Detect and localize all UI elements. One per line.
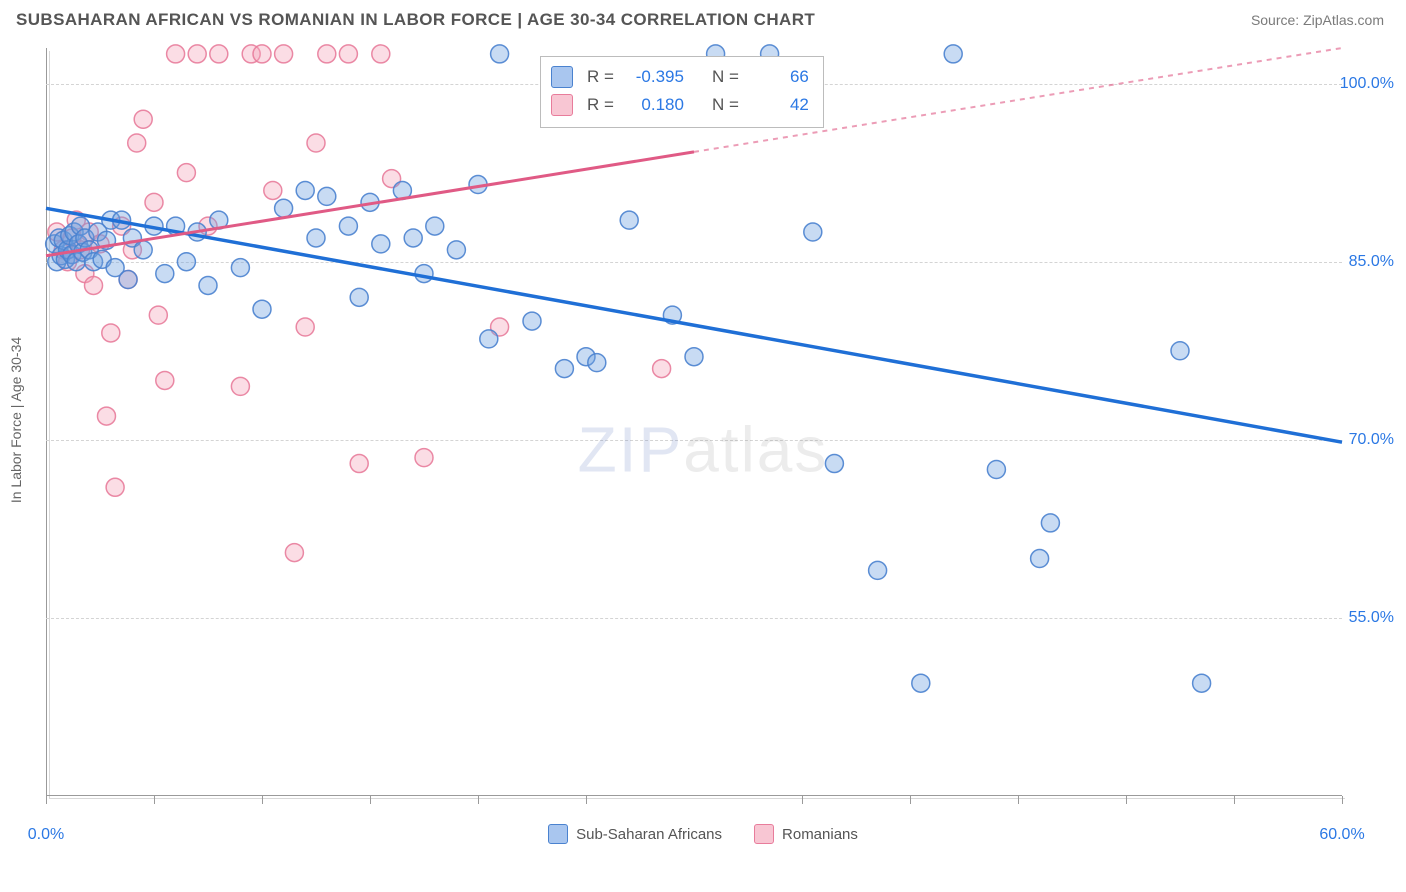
data-point-ssa: [685, 348, 703, 366]
r-label: R =: [587, 63, 614, 91]
data-point-ssa: [987, 460, 1005, 478]
data-point-ssa: [339, 217, 357, 235]
data-point-rom: [350, 455, 368, 473]
chart-header: SUBSAHARAN AFRICAN VS ROMANIAN IN LABOR …: [0, 0, 1406, 36]
y-tick-label: 70.0%: [1349, 431, 1394, 449]
data-point-rom: [145, 193, 163, 211]
data-point-rom: [156, 371, 174, 389]
scatter-plot: [46, 48, 1342, 796]
data-point-ssa: [253, 300, 271, 318]
data-point-rom: [264, 181, 282, 199]
regression-line-ssa: [46, 208, 1342, 442]
data-point-rom: [149, 306, 167, 324]
data-point-ssa: [944, 45, 962, 63]
n-value-ssa: 66: [749, 63, 809, 91]
data-point-ssa: [1171, 342, 1189, 360]
y-tick-label: 100.0%: [1340, 75, 1394, 93]
n-label: N =: [712, 63, 739, 91]
r-value-ssa: -0.395: [624, 63, 684, 91]
data-point-ssa: [491, 45, 509, 63]
data-point-rom: [318, 45, 336, 63]
r-label: R =: [587, 91, 614, 119]
legend-swatch-ssa: [551, 66, 573, 88]
data-point-ssa: [912, 674, 930, 692]
data-point-ssa: [404, 229, 422, 247]
data-point-ssa: [156, 265, 174, 283]
data-point-ssa: [318, 187, 336, 205]
data-point-rom: [231, 377, 249, 395]
data-point-rom: [339, 45, 357, 63]
data-point-ssa: [134, 241, 152, 259]
data-point-ssa: [296, 181, 314, 199]
legend-label: Sub-Saharan Africans: [576, 826, 722, 843]
data-point-rom: [128, 134, 146, 152]
data-point-rom: [134, 110, 152, 128]
data-point-ssa: [350, 288, 368, 306]
data-point-ssa: [415, 265, 433, 283]
n-label: N =: [712, 91, 739, 119]
data-point-rom: [296, 318, 314, 336]
data-point-rom: [307, 134, 325, 152]
data-point-ssa: [199, 276, 217, 294]
r-value-rom: 0.180: [624, 91, 684, 119]
data-point-ssa: [231, 259, 249, 277]
y-tick-label: 55.0%: [1349, 609, 1394, 627]
data-point-ssa: [275, 199, 293, 217]
data-point-ssa: [177, 253, 195, 271]
data-point-ssa: [1031, 550, 1049, 568]
legend-item-rom: Romanians: [754, 824, 858, 844]
correlation-legend: R = -0.395 N = 66 R = 0.180 N = 42: [540, 56, 824, 128]
data-point-rom: [106, 478, 124, 496]
data-point-ssa: [426, 217, 444, 235]
data-point-ssa: [523, 312, 541, 330]
legend-row-rom: R = 0.180 N = 42: [551, 91, 809, 119]
data-point-rom: [102, 324, 120, 342]
legend-swatch-icon: [548, 824, 568, 844]
n-value-rom: 42: [749, 91, 809, 119]
data-point-ssa: [307, 229, 325, 247]
regression-line-rom: [46, 152, 694, 256]
data-point-rom: [653, 360, 671, 378]
data-point-ssa: [588, 354, 606, 372]
data-point-rom: [85, 276, 103, 294]
data-point-ssa: [825, 455, 843, 473]
data-point-ssa: [555, 360, 573, 378]
data-point-rom: [188, 45, 206, 63]
legend-item-ssa: Sub-Saharan Africans: [548, 824, 722, 844]
legend-label: Romanians: [782, 826, 858, 843]
data-point-ssa: [1041, 514, 1059, 532]
y-axis-title: In Labor Force | Age 30-34: [8, 337, 24, 503]
data-point-rom: [372, 45, 390, 63]
data-point-rom: [210, 45, 228, 63]
data-point-ssa: [804, 223, 822, 241]
data-point-ssa: [620, 211, 638, 229]
legend-row-ssa: R = -0.395 N = 66: [551, 63, 809, 91]
chart-source: Source: ZipAtlas.com: [1251, 12, 1384, 28]
data-point-rom: [253, 45, 271, 63]
data-point-ssa: [447, 241, 465, 259]
chart-title: SUBSAHARAN AFRICAN VS ROMANIAN IN LABOR …: [16, 10, 815, 30]
data-point-ssa: [480, 330, 498, 348]
data-point-rom: [415, 449, 433, 467]
y-tick-label: 85.0%: [1349, 253, 1394, 271]
data-point-ssa: [119, 271, 137, 289]
data-point-ssa: [1193, 674, 1211, 692]
legend-swatch-rom: [551, 94, 573, 116]
series-legend: Sub-Saharan Africans Romanians: [0, 824, 1406, 844]
data-point-ssa: [372, 235, 390, 253]
data-point-rom: [177, 164, 195, 182]
data-point-rom: [285, 544, 303, 562]
data-point-ssa: [869, 561, 887, 579]
data-point-rom: [97, 407, 115, 425]
legend-swatch-icon: [754, 824, 774, 844]
data-point-rom: [167, 45, 185, 63]
data-point-rom: [275, 45, 293, 63]
